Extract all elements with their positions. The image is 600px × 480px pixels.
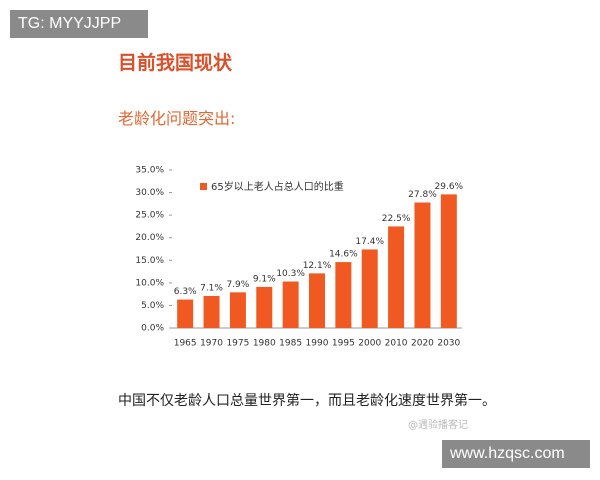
x-tick-label: 1985 (279, 339, 302, 349)
bar (414, 202, 431, 328)
value-label: 17.4% (355, 237, 384, 247)
value-label: 27.8% (408, 190, 437, 200)
x-tick-label: 1980 (253, 339, 276, 349)
value-label: 29.6% (435, 182, 464, 192)
bar (177, 299, 194, 328)
bar (256, 286, 273, 328)
bar (282, 281, 299, 328)
value-label: 12.1% (303, 261, 332, 271)
y-tick-label: 10.0% (135, 278, 164, 288)
value-label: 6.3% (174, 287, 197, 297)
x-tick-label: 1995 (332, 339, 355, 349)
x-tick-label: 2020 (411, 339, 434, 349)
subtitle: 老龄化问题突出: (118, 109, 236, 128)
y-tick-label: 5.0% (141, 301, 164, 311)
y-tick-label: 35.0% (135, 166, 164, 176)
legend-label: 65岁以上老人占总人口的比重 (211, 180, 344, 193)
x-tick-label: 1975 (226, 339, 249, 349)
bar (229, 292, 246, 328)
x-tick-label: 1965 (174, 339, 197, 349)
legend-swatch (200, 183, 207, 190)
value-label: 14.6% (329, 250, 358, 260)
value-label: 7.9% (226, 280, 249, 290)
value-label: 9.1% (253, 274, 276, 284)
paragraph: 中国不仅老龄人口总量世界第一，而且老龄化速度世界第一。 (118, 393, 496, 409)
value-label: 10.3% (276, 269, 305, 279)
x-tick-label: 1990 (306, 339, 329, 349)
title: 目前我国现状 (118, 52, 233, 74)
x-tick-label: 2000 (358, 339, 381, 349)
y-tick-label: 0.0% (141, 324, 164, 334)
watermark-caption: @遇验播客记 (408, 420, 468, 431)
x-tick-label: 1970 (200, 339, 223, 349)
y-tick-label: 20.0% (135, 233, 164, 243)
x-tick-label: 2030 (437, 339, 460, 349)
x-tick-label: 2010 (385, 339, 408, 349)
watermark-top: TG: MYYJJPP (10, 10, 148, 38)
value-label: 7.1% (200, 283, 223, 293)
bar (361, 249, 378, 328)
bar (309, 273, 325, 328)
bar (440, 194, 457, 328)
bar (388, 226, 405, 328)
watermark-bottom: www.hzqsc.com (442, 440, 590, 468)
y-tick-label: 25.0% (135, 211, 164, 221)
y-tick-label: 30.0% (135, 188, 164, 198)
y-tick-label: 15.0% (135, 256, 164, 266)
bar (335, 262, 352, 328)
value-label: 22.5% (382, 214, 411, 224)
bar (203, 295, 220, 328)
